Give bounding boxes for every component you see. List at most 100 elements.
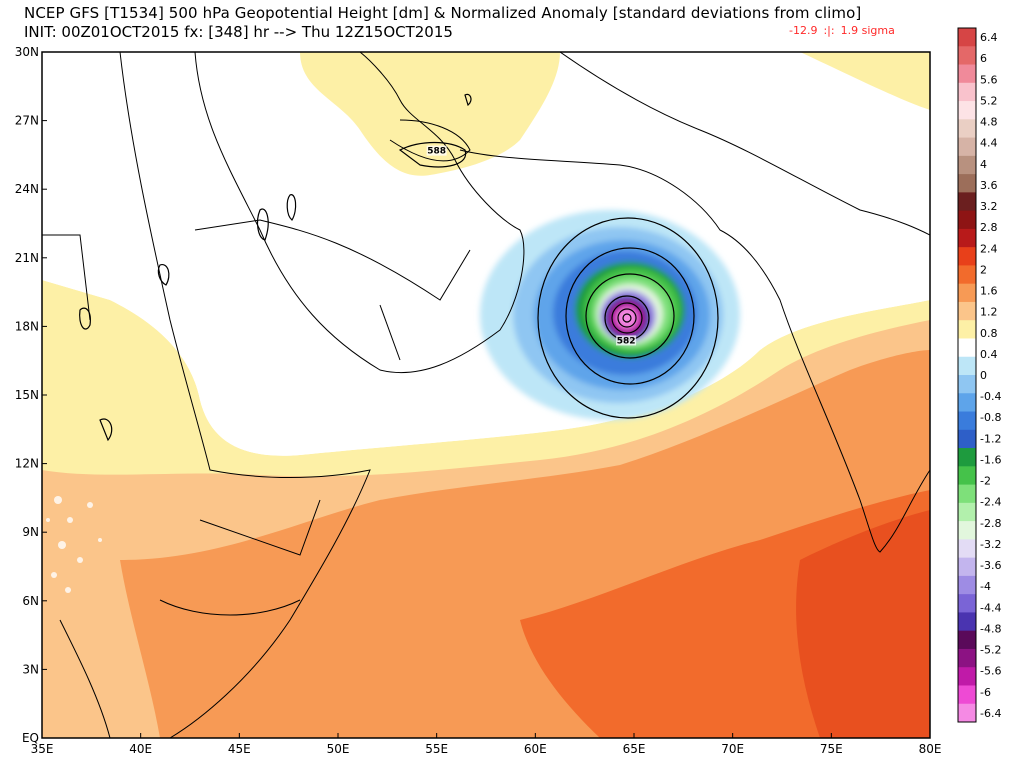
colorbar-swatch [958,648,976,668]
colorbar-swatch [958,265,976,285]
contour-588-a [79,307,91,330]
lat-label-6N: 6N [22,594,39,608]
contour-588-e [464,93,472,107]
colorbar-label: 6 [980,52,987,65]
contour-582 [585,273,675,359]
colorbar-label: 0.4 [980,348,998,361]
colorbar-swatch [958,521,976,540]
lat-label-18N: 18N [15,319,39,333]
border-arabia-1 [194,219,471,301]
anomaly-patch-north [300,52,560,176]
lon-label-65E: 65E [623,742,646,756]
contour-inner-2 [611,302,643,334]
colorbar-swatch [958,466,976,486]
range-min: -12.9 [789,24,818,37]
colorbar-swatch [958,375,976,394]
colorbar-swatch [958,630,976,650]
border-africa-1 [42,234,91,321]
colorbar-swatch [958,539,976,559]
contour-588-b [157,263,170,286]
colorbar-swatch [958,228,976,248]
colorbar-label: 4 [980,158,987,171]
coast-gulf [389,119,471,162]
lon-label-80E: 80E [919,742,942,756]
lon-label-35E: 35E [31,742,54,756]
colorbar-swatch [958,155,976,175]
colorbar-swatch [958,101,976,120]
map-title: NCEP GFS [T1534] 500 hPa Geopotential He… [24,4,862,22]
contour-outer [537,217,719,419]
colorbar-label: -3.6 [980,559,1001,572]
latitude-axis: EQ 3N 6N 9N 12N 15N 18N 21N 24N 27N 30N [15,45,47,745]
contour-label-bg [616,335,637,346]
range-separator: :|: [823,24,835,37]
coast-red-sea-west [119,52,371,738]
colorbar-swatch [958,28,976,47]
colorbar-label: -1.6 [980,453,1001,466]
colorbar-label: 0.8 [980,327,998,340]
anomaly-patch-ne [800,52,930,110]
colorbar-swatch [958,137,976,157]
contour-588-d [286,194,297,221]
colorbar-label: -0.4 [980,390,1001,403]
lat-label-30N: 30N [15,45,39,59]
coastlines [42,52,930,738]
colorbar-label: 3.6 [980,179,998,192]
coast-persia-india [459,149,930,553]
contour-label-582: 582 [617,336,636,346]
border-north [559,52,930,236]
colorbar-label: -6 [980,686,991,699]
range-max: 1.9 sigma [840,24,895,37]
colorbar-swatch [958,192,976,212]
lat-label-12N: 12N [15,457,39,471]
lat-label-9N: 9N [22,525,39,539]
colorbar-swatch [958,484,976,504]
contour-inner-3 [617,308,637,328]
colorbar-label: 0 [980,369,987,382]
colorbar-swatch [958,283,976,303]
colorbar-swatch [958,393,976,413]
border-africa-3 [159,599,301,616]
colorbar: 6.4 6 5.6 5.2 4.8 4.4 4 3.6 3.2 2.8 2.4 2 1.6 1.2 0.8 0… [957,27,1001,723]
contour-inner-4 [622,313,632,323]
contour-588-c [256,208,269,241]
border-africa-2 [199,499,321,556]
lat-label-15N: 15N [15,388,39,402]
colorbar-swatch [958,703,976,723]
colorbar-swatch [958,557,976,577]
coast-arabia-africa [194,52,525,374]
colorbar-label: 4.4 [980,137,998,150]
lon-label-55E: 55E [425,742,448,756]
lon-label-70E: 70E [721,742,744,756]
colorbar-label: 2.4 [980,242,998,255]
height-contours [79,93,719,442]
colorbar-label: -6.4 [980,707,1001,720]
colorbar-label: -5.6 [980,665,1001,678]
low-pressure-anomaly [480,210,740,420]
lon-label-40E: 40E [129,742,152,756]
lat-label-EQ: EQ [22,731,39,745]
colorbar-swatch [958,685,976,705]
colorbar-label: -5.2 [980,644,1001,657]
lat-label-21N: 21N [15,251,39,265]
lon-label-50E: 50E [327,742,350,756]
colorbar-swatch [958,119,976,139]
colorbar-swatch [958,575,976,595]
colorbar-label: -4 [980,580,991,593]
longitude-axis: 35E 40E 45E 50E 55E 60E 65E 70E 75E 80E [31,733,942,756]
anomaly-range: -12.9 :|: 1.9 sigma [789,24,901,37]
contour-mid [565,247,695,385]
anomaly-band-pos-2-0 [796,510,930,738]
colorbar-swatch [958,667,976,686]
colorbar-swatch [958,338,976,358]
colorbar-label: 2.8 [980,221,998,234]
colorbar-label: 1.6 [980,285,998,298]
lon-label-75E: 75E [820,742,843,756]
colorbar-swatch [958,502,976,522]
colorbar-label: 5.6 [980,73,998,86]
init-forecast-line: INIT: 00Z01OCT2015 fx: [348] hr --> Thu … [24,23,453,41]
colorbar-label: 2 [980,263,987,276]
colorbar-label: -0.8 [980,411,1001,424]
colorbar-swatch [958,411,976,431]
lat-label-24N: 24N [15,182,39,196]
